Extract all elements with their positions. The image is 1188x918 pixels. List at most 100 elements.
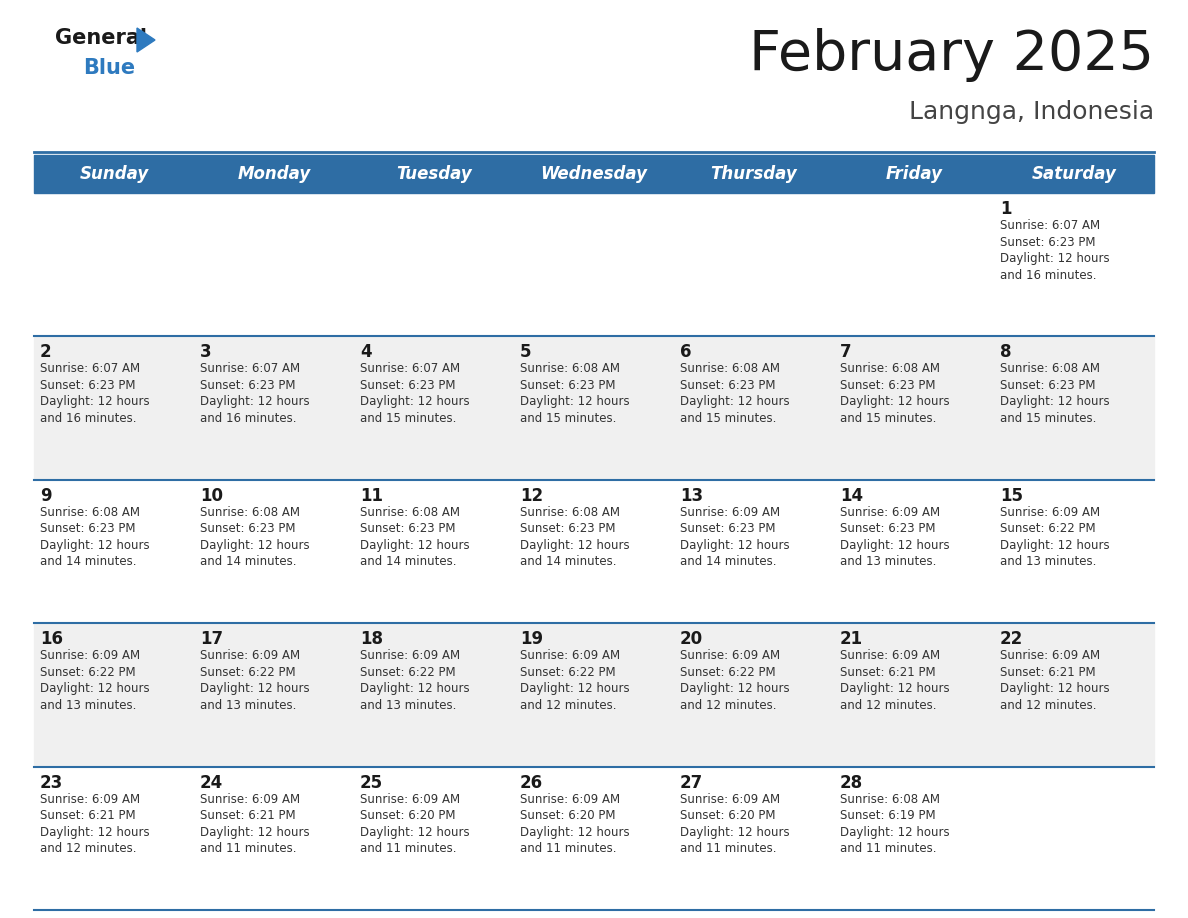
Text: Sunrise: 6:09 AM: Sunrise: 6:09 AM	[40, 792, 140, 806]
Text: February 2025: February 2025	[748, 28, 1154, 82]
Text: Sunrise: 6:09 AM: Sunrise: 6:09 AM	[40, 649, 140, 662]
Text: 21: 21	[840, 630, 864, 648]
Text: and 13 minutes.: and 13 minutes.	[1000, 555, 1097, 568]
Text: 2: 2	[40, 343, 51, 362]
Text: 7: 7	[840, 343, 852, 362]
Text: 15: 15	[1000, 487, 1023, 505]
Text: Sunset: 6:22 PM: Sunset: 6:22 PM	[360, 666, 456, 678]
Text: and 16 minutes.: and 16 minutes.	[1000, 268, 1097, 282]
Text: Daylight: 12 hours: Daylight: 12 hours	[360, 396, 469, 409]
Text: Daylight: 12 hours: Daylight: 12 hours	[40, 539, 150, 552]
Text: Sunrise: 6:08 AM: Sunrise: 6:08 AM	[840, 792, 940, 806]
Text: Sunset: 6:20 PM: Sunset: 6:20 PM	[520, 809, 615, 823]
Text: Sunrise: 6:08 AM: Sunrise: 6:08 AM	[840, 363, 940, 375]
Text: and 16 minutes.: and 16 minutes.	[200, 412, 297, 425]
Text: 10: 10	[200, 487, 223, 505]
Text: Sunrise: 6:07 AM: Sunrise: 6:07 AM	[40, 363, 140, 375]
Text: Sunset: 6:23 PM: Sunset: 6:23 PM	[1000, 379, 1095, 392]
Text: and 11 minutes.: and 11 minutes.	[360, 842, 456, 855]
Text: 26: 26	[520, 774, 543, 791]
Text: Sunrise: 6:09 AM: Sunrise: 6:09 AM	[680, 792, 781, 806]
Text: Sunset: 6:22 PM: Sunset: 6:22 PM	[680, 666, 776, 678]
Text: Sunrise: 6:07 AM: Sunrise: 6:07 AM	[200, 363, 301, 375]
Text: Sunrise: 6:09 AM: Sunrise: 6:09 AM	[200, 649, 301, 662]
Text: Daylight: 12 hours: Daylight: 12 hours	[40, 682, 150, 695]
Text: 17: 17	[200, 630, 223, 648]
Text: Daylight: 12 hours: Daylight: 12 hours	[520, 682, 630, 695]
Text: and 13 minutes.: and 13 minutes.	[840, 555, 936, 568]
Text: Daylight: 12 hours: Daylight: 12 hours	[520, 396, 630, 409]
Text: Sunrise: 6:09 AM: Sunrise: 6:09 AM	[1000, 649, 1100, 662]
Text: Sunset: 6:22 PM: Sunset: 6:22 PM	[40, 666, 135, 678]
Text: Sunset: 6:22 PM: Sunset: 6:22 PM	[1000, 522, 1095, 535]
Text: 14: 14	[840, 487, 864, 505]
Text: Daylight: 12 hours: Daylight: 12 hours	[360, 539, 469, 552]
Text: Sunset: 6:23 PM: Sunset: 6:23 PM	[200, 379, 296, 392]
Text: Sunset: 6:22 PM: Sunset: 6:22 PM	[520, 666, 615, 678]
Text: Sunset: 6:19 PM: Sunset: 6:19 PM	[840, 809, 936, 823]
Bar	[34, 336, 1154, 480]
Text: Daylight: 12 hours: Daylight: 12 hours	[840, 539, 949, 552]
Text: Sunrise: 6:08 AM: Sunrise: 6:08 AM	[360, 506, 460, 519]
Text: and 16 minutes.: and 16 minutes.	[40, 412, 137, 425]
Text: and 15 minutes.: and 15 minutes.	[680, 412, 777, 425]
Text: 28: 28	[840, 774, 864, 791]
Text: 20: 20	[680, 630, 703, 648]
Text: Sunset: 6:23 PM: Sunset: 6:23 PM	[680, 522, 776, 535]
Text: Daylight: 12 hours: Daylight: 12 hours	[840, 396, 949, 409]
Text: Sunset: 6:21 PM: Sunset: 6:21 PM	[840, 666, 936, 678]
Text: and 11 minutes.: and 11 minutes.	[520, 842, 617, 855]
Text: Langnga, Indonesia: Langnga, Indonesia	[909, 100, 1154, 124]
Text: Sunset: 6:23 PM: Sunset: 6:23 PM	[840, 522, 935, 535]
Text: and 11 minutes.: and 11 minutes.	[840, 842, 936, 855]
Text: Sunrise: 6:09 AM: Sunrise: 6:09 AM	[840, 649, 940, 662]
Text: Friday: Friday	[885, 165, 942, 183]
Text: Monday: Monday	[238, 165, 310, 183]
Text: Sunset: 6:23 PM: Sunset: 6:23 PM	[40, 379, 135, 392]
Text: 11: 11	[360, 487, 383, 505]
Text: Sunrise: 6:07 AM: Sunrise: 6:07 AM	[360, 363, 460, 375]
Text: Sunset: 6:23 PM: Sunset: 6:23 PM	[1000, 236, 1095, 249]
Text: Daylight: 12 hours: Daylight: 12 hours	[680, 396, 790, 409]
Text: Daylight: 12 hours: Daylight: 12 hours	[360, 825, 469, 839]
Text: Sunset: 6:22 PM: Sunset: 6:22 PM	[200, 666, 296, 678]
Text: Sunrise: 6:08 AM: Sunrise: 6:08 AM	[680, 363, 781, 375]
Text: and 13 minutes.: and 13 minutes.	[360, 699, 456, 711]
Text: and 12 minutes.: and 12 minutes.	[520, 699, 617, 711]
Text: Sunset: 6:20 PM: Sunset: 6:20 PM	[680, 809, 776, 823]
Text: Sunrise: 6:09 AM: Sunrise: 6:09 AM	[1000, 506, 1100, 519]
Text: Wednesday: Wednesday	[541, 165, 647, 183]
Text: Daylight: 12 hours: Daylight: 12 hours	[360, 682, 469, 695]
Text: Tuesday: Tuesday	[396, 165, 472, 183]
Text: Sunrise: 6:07 AM: Sunrise: 6:07 AM	[1000, 219, 1100, 232]
Text: 13: 13	[680, 487, 703, 505]
Text: 6: 6	[680, 343, 691, 362]
Text: Sunrise: 6:08 AM: Sunrise: 6:08 AM	[200, 506, 301, 519]
Text: 12: 12	[520, 487, 543, 505]
Text: and 12 minutes.: and 12 minutes.	[680, 699, 777, 711]
Text: Sunrise: 6:08 AM: Sunrise: 6:08 AM	[520, 363, 620, 375]
Text: 19: 19	[520, 630, 543, 648]
Text: Sunday: Sunday	[80, 165, 148, 183]
Text: 5: 5	[520, 343, 531, 362]
Text: Sunrise: 6:09 AM: Sunrise: 6:09 AM	[200, 792, 301, 806]
Polygon shape	[137, 28, 154, 52]
Text: 22: 22	[1000, 630, 1023, 648]
Text: Sunset: 6:23 PM: Sunset: 6:23 PM	[360, 522, 455, 535]
Text: and 15 minutes.: and 15 minutes.	[360, 412, 456, 425]
Text: Sunset: 6:20 PM: Sunset: 6:20 PM	[360, 809, 455, 823]
Text: Sunset: 6:21 PM: Sunset: 6:21 PM	[40, 809, 135, 823]
Text: and 12 minutes.: and 12 minutes.	[840, 699, 936, 711]
Text: and 12 minutes.: and 12 minutes.	[1000, 699, 1097, 711]
Text: 25: 25	[360, 774, 383, 791]
Text: 16: 16	[40, 630, 63, 648]
Text: and 14 minutes.: and 14 minutes.	[40, 555, 137, 568]
Text: Sunset: 6:23 PM: Sunset: 6:23 PM	[40, 522, 135, 535]
Text: Sunset: 6:23 PM: Sunset: 6:23 PM	[200, 522, 296, 535]
Text: Sunrise: 6:09 AM: Sunrise: 6:09 AM	[360, 649, 460, 662]
Text: Sunset: 6:23 PM: Sunset: 6:23 PM	[520, 379, 615, 392]
Text: Sunset: 6:21 PM: Sunset: 6:21 PM	[1000, 666, 1095, 678]
Text: and 13 minutes.: and 13 minutes.	[200, 699, 296, 711]
Bar	[34, 193, 1154, 336]
Text: Daylight: 12 hours: Daylight: 12 hours	[1000, 539, 1110, 552]
